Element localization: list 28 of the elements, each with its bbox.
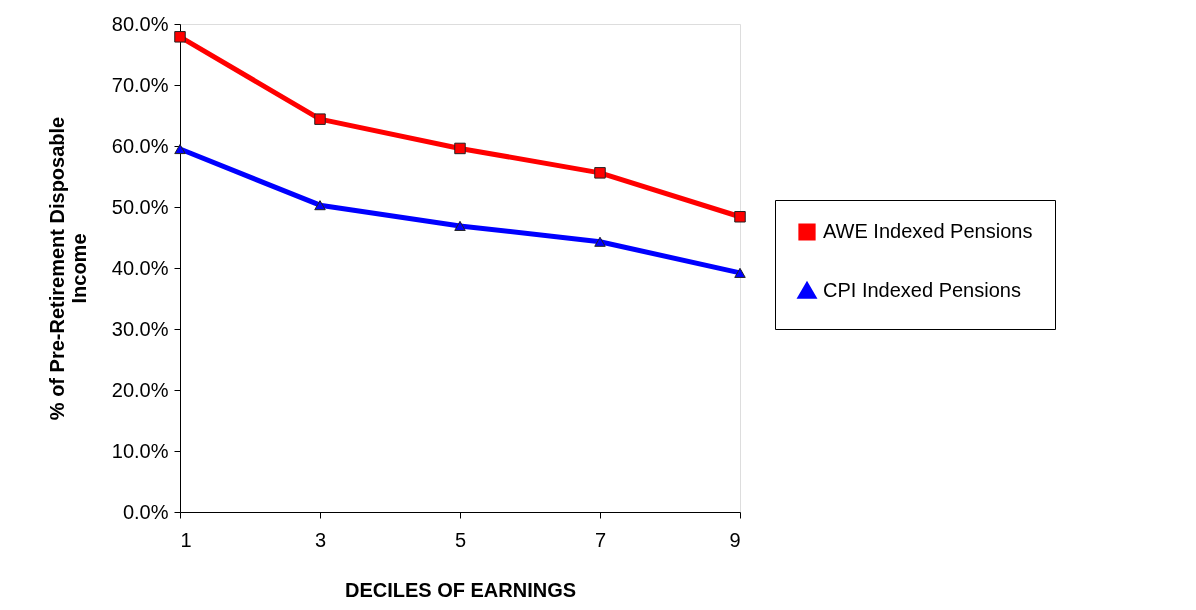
point: [314, 200, 326, 211]
point: [174, 144, 186, 155]
legend-label: CPI Indexed Pensions: [823, 279, 1021, 301]
point: [594, 236, 606, 247]
point: [734, 211, 746, 223]
point: [314, 113, 326, 125]
x-tick-label: 7: [594, 528, 607, 551]
point: [454, 142, 466, 155]
y-tick-label: 30.0%: [111, 317, 169, 340]
y-tick-label: 40.0%: [111, 256, 169, 279]
point: [174, 31, 186, 43]
point: [454, 220, 466, 231]
y-tick-label: 60.0%: [111, 134, 169, 157]
x-tick-label: 9: [729, 528, 741, 551]
point: [734, 267, 746, 278]
x-tick-label: 3: [314, 528, 327, 551]
y-tick-label: 70.0%: [111, 73, 169, 96]
x-axis-title: DECILES OF EARNINGS: [344, 578, 577, 601]
y-tick-label: 80.0%: [111, 12, 169, 35]
y-tick-label: 0.0%: [122, 500, 169, 523]
legend-label: AWE Indexed Pensions: [823, 220, 1033, 242]
y-axis-title: % of Pre-Retirement Disposable Income: [45, 116, 90, 421]
x-tick-label: 5: [454, 528, 467, 551]
y-tick-label: 10.0%: [111, 439, 169, 462]
point: [594, 167, 606, 179]
y-tick-label: 20.0%: [111, 378, 169, 401]
x-tick-label: 1: [180, 528, 192, 551]
y-tick-label: 50.0%: [111, 195, 169, 218]
